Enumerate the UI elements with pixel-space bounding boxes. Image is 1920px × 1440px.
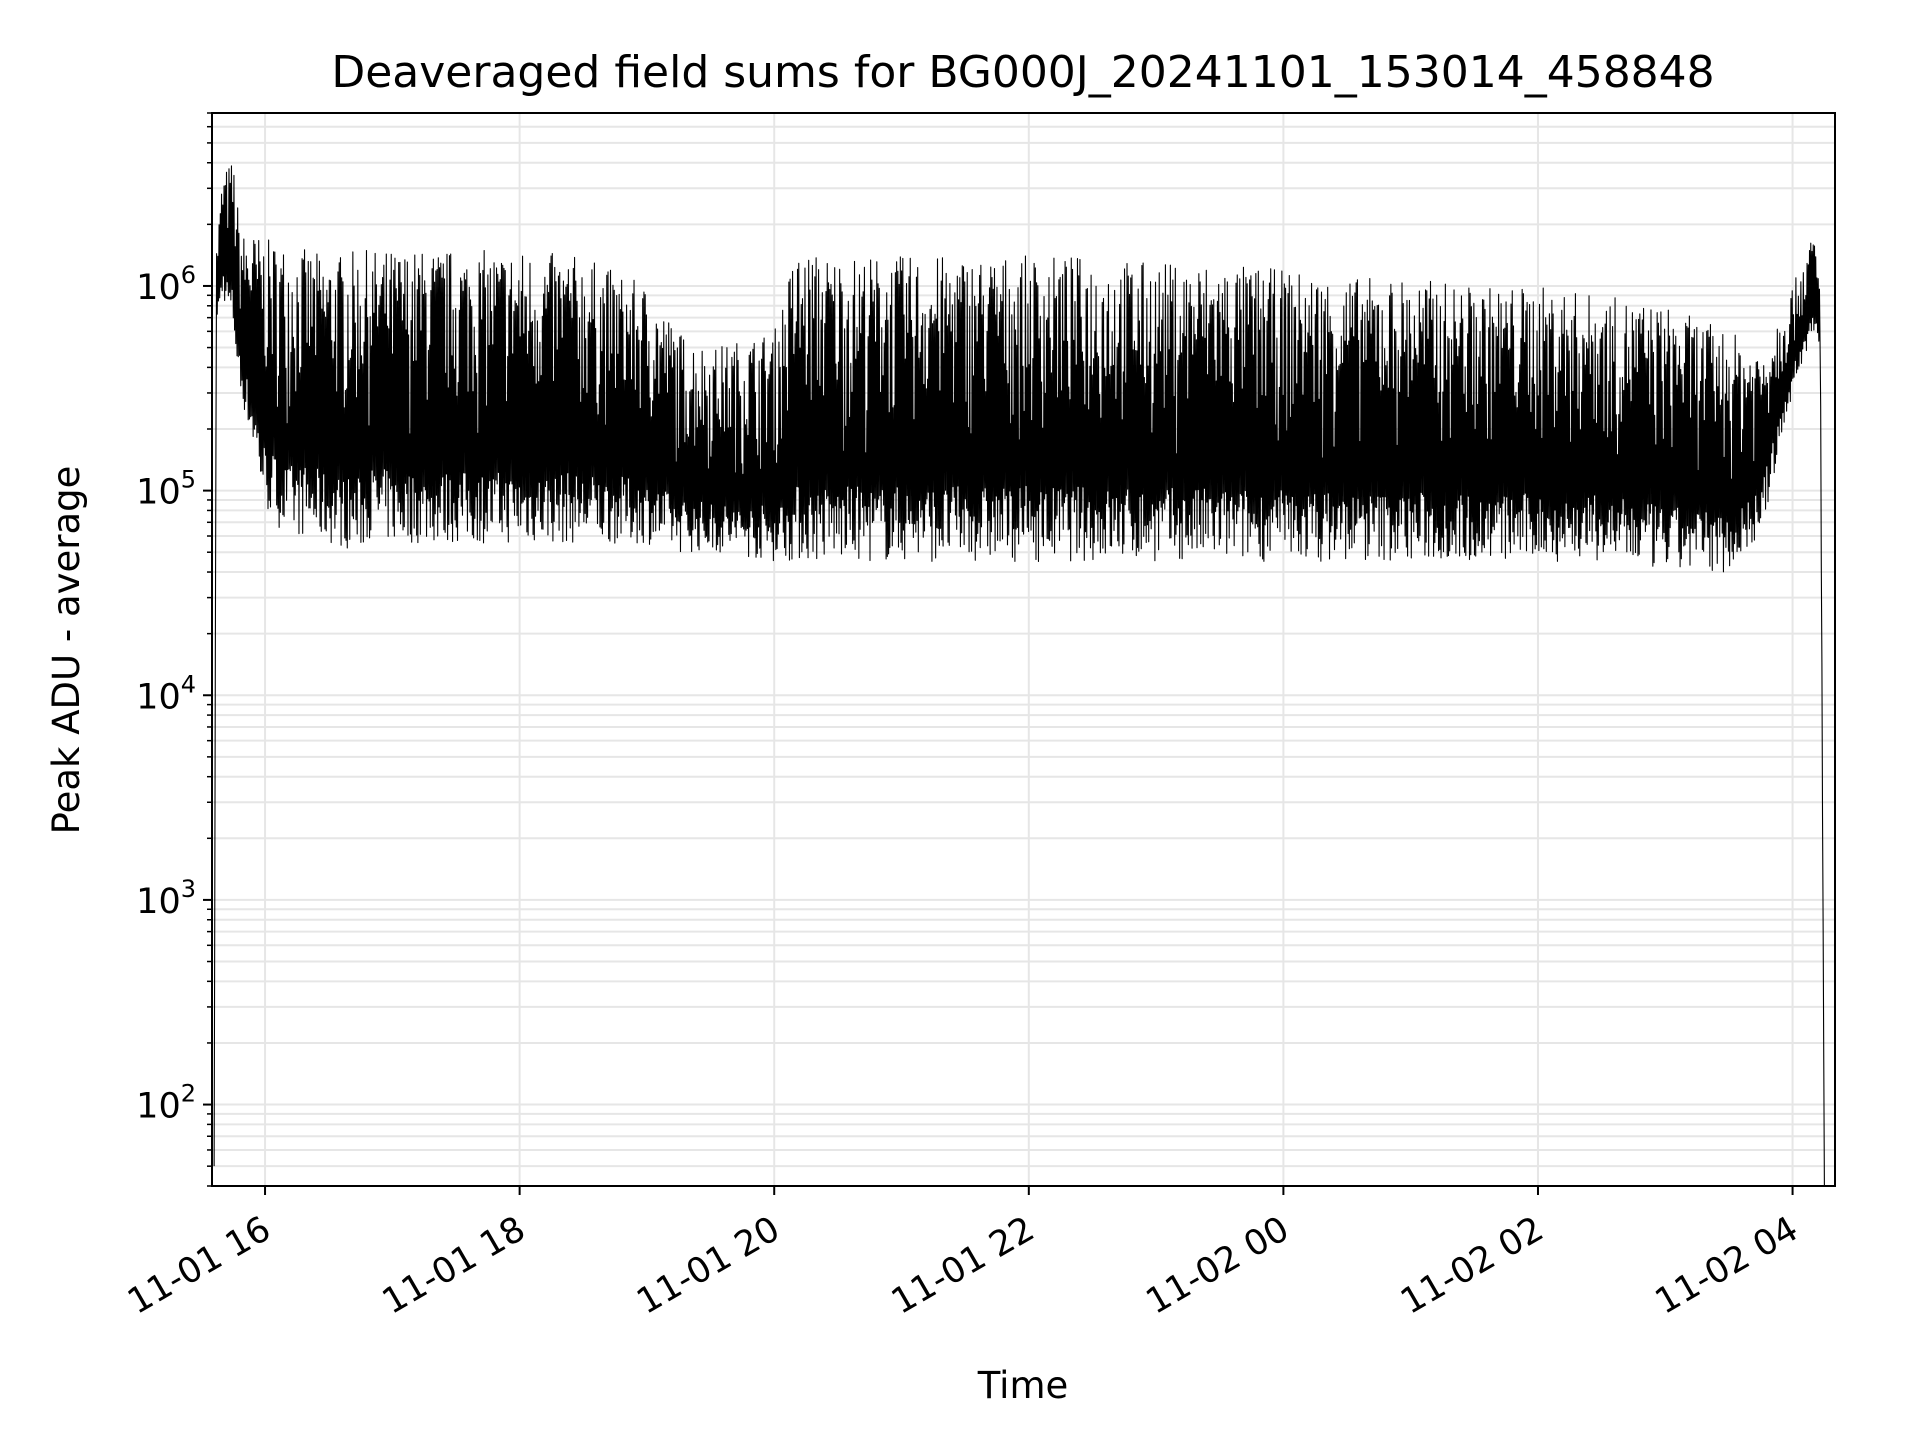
- y-tick-label: 106: [136, 261, 196, 308]
- y-tick-exponent: 2: [181, 1080, 196, 1108]
- y-axis-label: Peak ADU - average: [45, 466, 88, 835]
- y-tick-base: 10: [136, 677, 181, 717]
- y-tick-base: 10: [136, 882, 181, 922]
- x-axis-label: Time: [977, 1364, 1069, 1407]
- series-line: [213, 165, 1825, 1187]
- y-tick-exponent: 6: [181, 261, 196, 289]
- y-tick-exponent: 4: [181, 670, 196, 698]
- grid-lines: [212, 112, 1835, 1187]
- y-tick-label: 104: [136, 670, 196, 717]
- y-tick-label: 105: [136, 466, 196, 513]
- series-line-path: [213, 165, 1825, 1187]
- y-tick-base: 10: [136, 268, 181, 308]
- chart-title: Deaveraged field sums for BG000J_2024110…: [331, 47, 1714, 98]
- y-tick-exponent: 3: [181, 875, 196, 903]
- y-tick-base: 10: [136, 473, 181, 513]
- y-tick-label: 103: [136, 875, 196, 922]
- y-tick-base: 10: [136, 1087, 181, 1127]
- y-tick-label: 102: [136, 1080, 196, 1127]
- plot-frame: [211, 112, 1836, 1187]
- y-tick-exponent: 5: [181, 466, 196, 494]
